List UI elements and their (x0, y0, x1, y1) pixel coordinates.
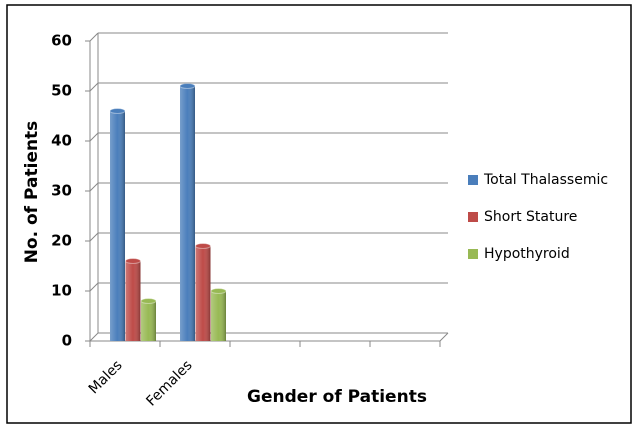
grid-diag (89, 132, 99, 142)
bar-shade (110, 111, 125, 341)
y-tick-label: 40 (51, 132, 72, 150)
y-tick-label: 0 (62, 332, 72, 350)
y-tick-label: 20 (51, 232, 72, 250)
grid-diag (89, 282, 99, 292)
x-tick-label: Females (143, 357, 195, 409)
grid-diag (89, 182, 99, 192)
grid-diag (89, 32, 99, 42)
bar-top (195, 243, 211, 249)
y-tick-label: 10 (51, 282, 72, 300)
x-axis-title: Gender of Patients (247, 387, 427, 407)
legend-swatch (468, 175, 478, 185)
bar-top (140, 298, 157, 304)
y-tick-label: 60 (51, 32, 72, 50)
bar-shade (180, 86, 195, 341)
grid-diag (89, 232, 99, 242)
grid-diag (89, 332, 99, 342)
bar-shade (211, 291, 226, 341)
legend-label: Hypothyroid (484, 246, 570, 262)
y-tick-label: 50 (51, 82, 72, 100)
bar-shade (141, 301, 156, 341)
bar-shade (125, 261, 141, 341)
legend-swatch (468, 249, 478, 259)
bar-shade (195, 246, 211, 341)
y-tick-label: 30 (51, 182, 72, 200)
legend-swatch (468, 212, 478, 222)
bar-top (109, 108, 126, 114)
grid-diag (89, 82, 99, 92)
floor-edge (439, 332, 449, 342)
frame (6, 4, 632, 424)
bar-top (210, 288, 227, 294)
legend-label: Total Thalassemic (483, 172, 608, 188)
bar-top (179, 83, 196, 89)
bar-top (125, 258, 141, 264)
y-axis-title: No. of Patients (22, 121, 42, 264)
legend-label: Short Stature (484, 209, 577, 225)
x-tick-label: Males (86, 357, 126, 397)
